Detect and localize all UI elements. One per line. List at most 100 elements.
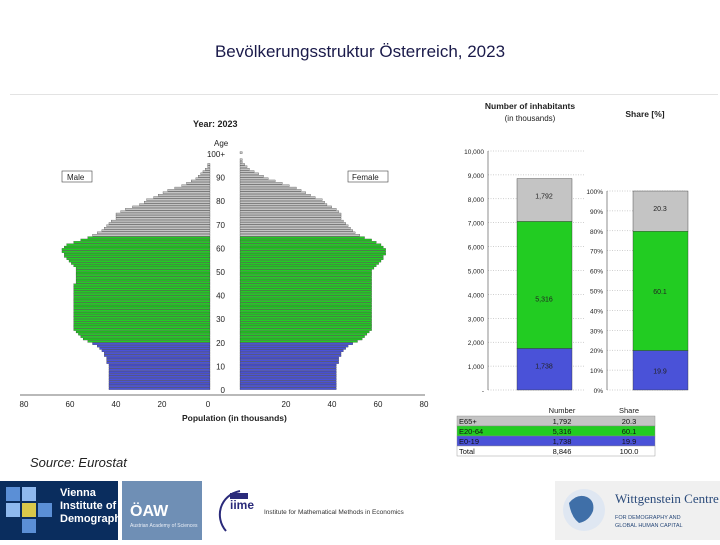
- pyramid-female-bar: [239, 182, 283, 185]
- pyramid-male-bar: [207, 163, 211, 166]
- pyramid-male-bar: [191, 179, 211, 183]
- pyramid-male-bar: [198, 175, 211, 178]
- pyramid-female-bar: [239, 227, 351, 230]
- pyramid-female-bar: [239, 241, 377, 244]
- pyramid-female-bar: [239, 208, 337, 211]
- table-cell-share: 20.3: [622, 417, 637, 426]
- pyramid-male-bar: [78, 333, 211, 336]
- pyramid-female-bar: [239, 309, 372, 312]
- table-cell-group: E65+: [459, 417, 477, 426]
- pyramid-female-bar: [239, 283, 372, 286]
- pyramid-female-bar: [239, 354, 342, 357]
- pyramid-male-bar: [75, 330, 211, 334]
- pyramid-male-bar: [106, 359, 211, 362]
- pyramid-female-bar: [239, 295, 372, 298]
- pyramid-male-bar: [146, 198, 211, 201]
- pyramid-female-bar: [239, 382, 337, 386]
- pyramid-male-bar: [73, 241, 211, 244]
- pyramid-male-bar: [106, 356, 211, 360]
- pyramid-male-bar: [106, 361, 211, 364]
- number-y-tick: 10,000: [464, 149, 484, 156]
- oaw-subtitle: Austrian Academy of Sciences: [130, 523, 198, 529]
- pyramid-male-bar: [73, 319, 211, 322]
- vid-line-3: Demography: [60, 513, 128, 525]
- pyramid-female-bar: [239, 326, 372, 329]
- pyramid-male-bar: [73, 316, 211, 319]
- pyramid-x-label: Population (in thousands): [182, 413, 287, 423]
- pyramid-male-bar: [73, 309, 211, 312]
- pyramid-male-bar: [115, 215, 211, 218]
- female-box: [347, 170, 389, 183]
- number-y-tick: 1,000: [468, 364, 485, 371]
- number-chart-subtitle: (in thousands): [505, 114, 556, 123]
- pyramid-female-bar: [239, 257, 384, 260]
- pyramid-female-bar: [239, 361, 339, 364]
- pyramid-female-bar: [239, 323, 372, 327]
- pyramid-male-bar: [104, 227, 211, 230]
- pyramid-female-bar: [239, 248, 386, 251]
- pyramid-male-bar: [108, 368, 211, 371]
- number-y-tick: 2,000: [468, 340, 485, 347]
- pyramid-female-bar: [239, 168, 250, 171]
- pyramid-male-bar: [64, 245, 211, 249]
- pyramid-female-bar: [239, 175, 264, 178]
- pyramid-male-bar: [108, 385, 211, 388]
- pyramid-female-bar: [239, 286, 372, 289]
- number-y-tick: 9,000: [468, 173, 485, 180]
- pyramid-female-bar: [239, 179, 276, 183]
- pyramid-y-tick: 20: [216, 339, 225, 348]
- pyramid-female-bar: [239, 184, 290, 187]
- table-row: [456, 445, 656, 457]
- pyramid-male-bar: [73, 314, 211, 317]
- wc-title: Wittgenstein Centre: [615, 491, 719, 506]
- pyramid-female-bar: [239, 337, 363, 341]
- pyramid-x-tick: 40: [112, 400, 121, 409]
- table-cell-group: E0-19: [459, 437, 479, 446]
- pyramid-male-bar: [92, 342, 211, 345]
- pyramid-male-bar: [108, 375, 211, 378]
- pyramid-y-tick: 30: [216, 315, 225, 324]
- pyramid-male-bar: [202, 170, 211, 173]
- pyramid-female-bar: [239, 359, 339, 362]
- pyramid-female-bar: [239, 264, 377, 268]
- table-cell-number: 5,316: [553, 427, 572, 436]
- share-y-tick: 50%: [590, 289, 603, 296]
- table-cell-number: 1,792: [553, 417, 572, 426]
- pyramid-female-bar: [239, 193, 311, 197]
- number-bar-label: 5,316: [535, 296, 553, 303]
- vid-logo-icon: [6, 487, 52, 533]
- number-y-tick: 8,000: [468, 197, 485, 204]
- pyramid-female-bar: [239, 375, 337, 378]
- number-bar-segment: [516, 221, 573, 349]
- pyramid-female-bar: [239, 373, 337, 376]
- pyramid-female-bar: [239, 278, 372, 282]
- share-y-tick: 70%: [590, 249, 603, 256]
- male-label: Male: [67, 173, 85, 182]
- pyramid-female-bar: [239, 297, 372, 301]
- pyramid-male-bar: [68, 260, 211, 263]
- svg-text:iime: iime: [230, 498, 254, 512]
- table-cell-number: 1,738: [553, 437, 572, 446]
- source-note: Source: Eurostat: [30, 455, 127, 470]
- pyramid-female-bar: [239, 293, 372, 296]
- pyramid-male-bar: [64, 252, 211, 256]
- pyramid-x-tick: 60: [374, 400, 383, 409]
- pyramid-female-bar: [239, 231, 356, 234]
- pyramid-female-bar: [239, 191, 306, 194]
- footer-bar: Vienna Institute of Demography ÖAW Austr…: [0, 481, 720, 540]
- pyramid-female-bar: [239, 363, 337, 367]
- pyramid-male-bar: [75, 274, 211, 277]
- pyramid-female-bar: [239, 234, 360, 237]
- share-chart-title: Share [%]: [625, 109, 664, 119]
- pyramid-male-bar: [73, 293, 211, 296]
- pyramid-male-bar: [73, 283, 211, 286]
- table-header: Number: [549, 406, 576, 415]
- table-cell-number: 8,846: [553, 447, 572, 456]
- pyramid-female-bar: [239, 186, 297, 190]
- pyramid-male-bar: [205, 168, 211, 171]
- pyramid-male-bar: [153, 196, 211, 199]
- pyramid-male-bar: [111, 219, 211, 223]
- pyramid-female-bar: [239, 342, 353, 345]
- pyramid-male-bar: [73, 328, 211, 331]
- share-y-tick: 40%: [590, 308, 603, 315]
